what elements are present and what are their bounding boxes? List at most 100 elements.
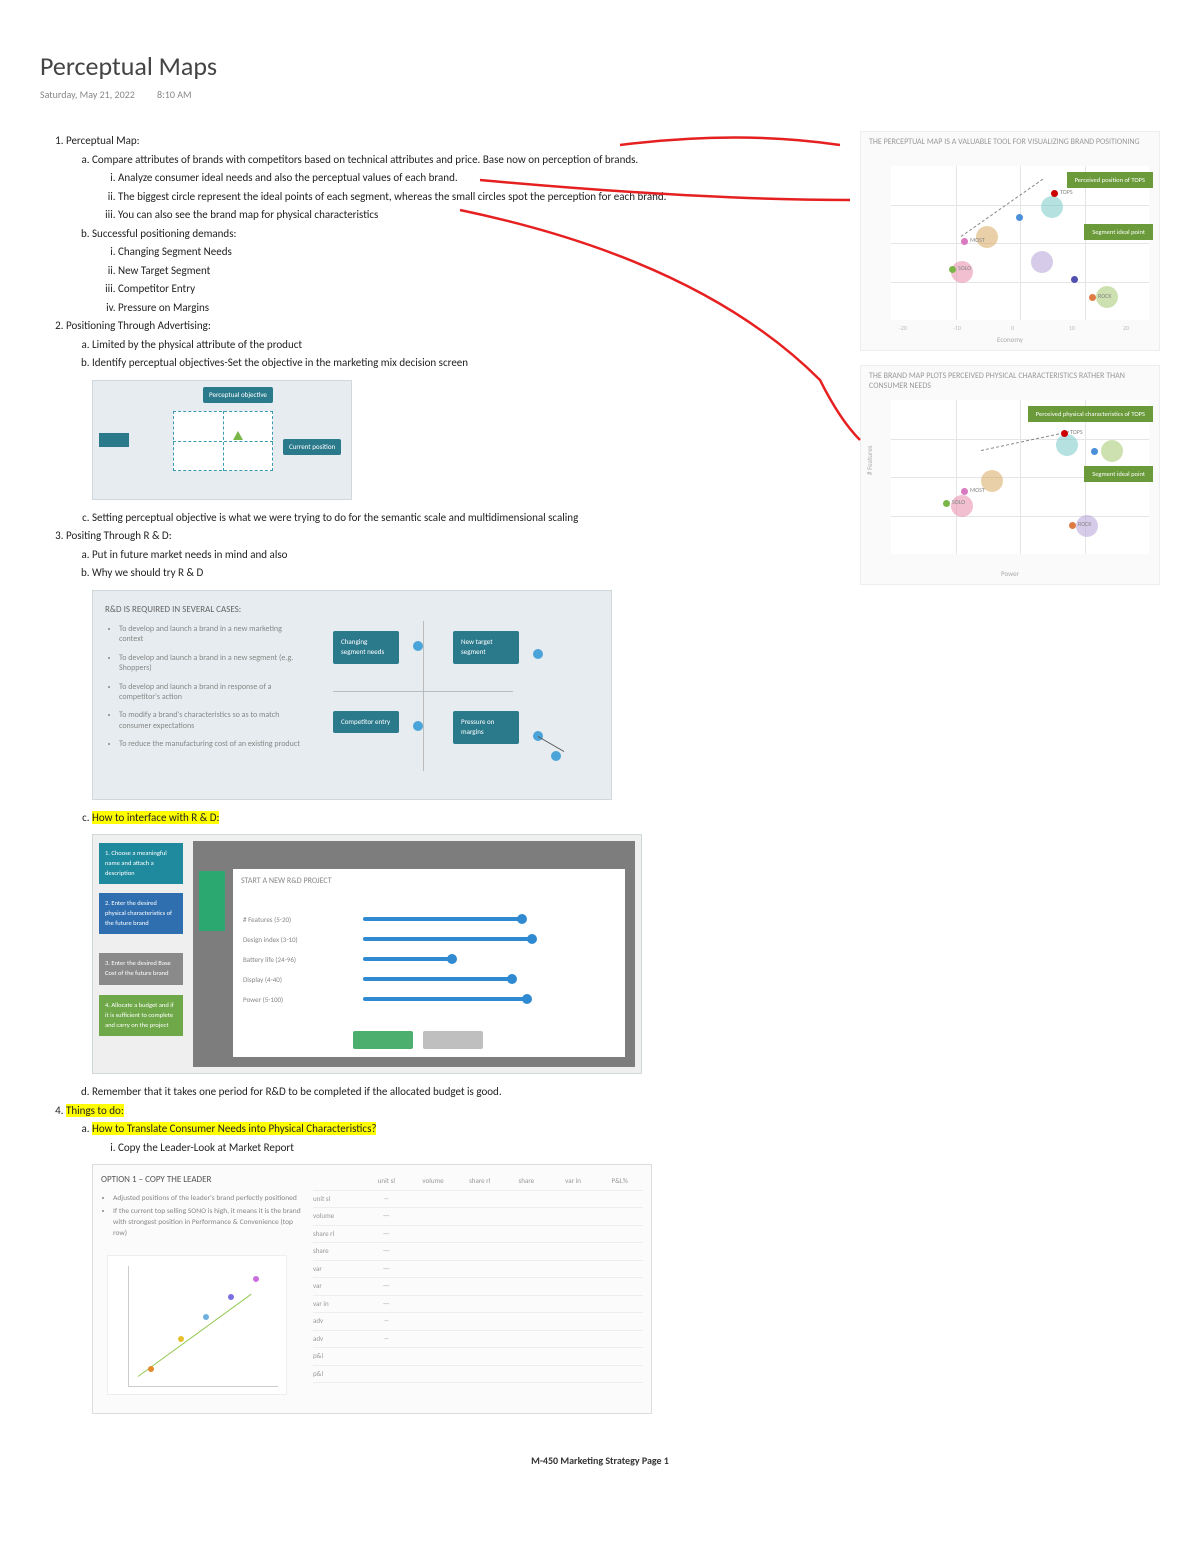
figure-positioning-objective: Perceptual objective Current position (92, 380, 352, 500)
figure-rd-cases: R&D IS REQUIRED IN SEVERAL CASES: To dev… (92, 590, 612, 800)
s4-a-text: How to Translate Consumer Needs into Phy… (92, 1122, 376, 1135)
section-3-title: Positing Through R & D: (66, 529, 172, 542)
fig-rd-list: To develop and launch a brand in a new m… (105, 624, 305, 750)
side1-t0: -20 (899, 324, 907, 332)
fig-rd-tag3: Pressure on margins (453, 711, 519, 744)
side2-ylabel: # Features (865, 445, 874, 475)
s3-b: Why we should try R & D (92, 565, 840, 582)
mr-point (148, 1366, 154, 1372)
if-field-2: Battery life (24-96) (243, 955, 296, 966)
section-3: Positing Through R & D: Put in future ma… (66, 528, 840, 1101)
mr-header: OPTION 1 – COPY THE LEADER (101, 1173, 301, 1187)
s1-a-text: Compare attributes of brands with compet… (92, 153, 638, 166)
mr-table: unit slvolumeshare rlsharevar inP&L%unit… (313, 1173, 643, 1405)
if-slider-2 (363, 957, 453, 961)
if-title: START A NEW R&D PROJECT (241, 875, 332, 887)
if-field-0: # Features (5-20) (243, 915, 291, 926)
s4-a: How to Translate Consumer Needs into Phy… (92, 1121, 840, 1156)
side2-legend1: Perceived physical characteristics of TO… (1028, 406, 1153, 422)
section-1-title: Perceptual Map: (66, 134, 140, 147)
segment-circle (1056, 434, 1078, 456)
if-field-1: Design index (3-10) (243, 935, 298, 946)
mr-b1: If the current top selling SONO is high,… (113, 1206, 301, 1240)
brand-point (1061, 430, 1068, 437)
if-tag-1: 2. Enter the desired physical characteri… (99, 893, 183, 934)
mr-b0: Adjusted positions of the leader's brand… (113, 1193, 301, 1204)
fig-rd-tag1: New target segment (453, 631, 519, 664)
brand-point (961, 238, 968, 245)
s1-a-ii: The biggest circle represent the ideal p… (118, 189, 840, 206)
if-panel: START A NEW R&D PROJECT # Features (5-20… (193, 841, 635, 1067)
brand-label: TOPS (1070, 428, 1083, 436)
figure-market-report: OPTION 1 – COPY THE LEADER Adjusted posi… (92, 1164, 652, 1414)
if-slider-1 (363, 937, 533, 941)
table-row: unit sl-- (313, 1191, 643, 1209)
figure-brand-map: THE BRAND MAP PLOTS PERCEIVED PHYSICAL C… (860, 365, 1160, 585)
if-slider-3 (363, 977, 513, 981)
brand-point (961, 488, 968, 495)
mr-xaxis (128, 1386, 278, 1387)
side1-legend2: Segment ideal point (1084, 224, 1153, 240)
brand-point (949, 266, 956, 273)
fig-rd-dot4 (551, 751, 561, 761)
table-row: share--- (313, 1243, 643, 1261)
meta-time: 8:10 AM (157, 88, 191, 101)
table-row: p&l (313, 1348, 643, 1366)
if-btn-go (353, 1031, 413, 1049)
fig-side-pill (99, 433, 129, 447)
mr-yaxis (128, 1266, 129, 1386)
s1-a-iii: You can also see the brand map for physi… (118, 207, 840, 224)
fig-rd-dot0 (413, 641, 423, 651)
table-row: var in--- (313, 1296, 643, 1314)
mr-point (253, 1276, 259, 1282)
table-row: var--- (313, 1278, 643, 1296)
side-column: THE PERCEPTUAL MAP IS A VALUABLE TOOL FO… (860, 131, 1160, 1424)
fig-rd-b1: To develop and launch a brand in a new s… (119, 653, 305, 674)
s1-b-i: Changing Segment Needs (118, 244, 840, 261)
brand-point (943, 500, 950, 507)
table-row: adv-- (313, 1313, 643, 1331)
fig-rd-b3: To modify a brand's characteristics so a… (119, 710, 305, 731)
s3-c: How to interface with R & D: (92, 810, 840, 827)
triangle-icon (233, 431, 243, 440)
brand-label: MOST (970, 486, 985, 494)
section-4: Things to do: How to Translate Consumer … (66, 1103, 840, 1415)
section-2-title: Positioning Through Advertising: (66, 319, 211, 332)
side2-caption: THE BRAND MAP PLOTS PERCEIVED PHYSICAL C… (861, 366, 1159, 397)
mr-left: OPTION 1 – COPY THE LEADER Adjusted posi… (101, 1173, 301, 1242)
figure-perceptual-map: THE PERCEPTUAL MAP IS A VALUABLE TOOL FO… (860, 131, 1160, 351)
fig-rd-dot2 (413, 721, 423, 731)
if-btn-cancel (423, 1031, 483, 1049)
side1-t4: 20 (1123, 324, 1129, 332)
fig-rd-tag2: Competitor entry (333, 711, 399, 734)
side1-dash (961, 179, 1043, 237)
s3-d: Remember that it takes one period for R&… (92, 1084, 840, 1101)
brand-point (1051, 190, 1058, 197)
if-field-4: Power (5-100) (243, 995, 283, 1006)
if-tag-0: 1. Choose a meaningful name and attach a… (99, 843, 183, 884)
if-panel-inner: START A NEW R&D PROJECT # Features (5-20… (233, 869, 625, 1057)
fig-rd-b4: To reduce the manufacturing cost of an e… (119, 739, 305, 749)
table-row: adv-- (313, 1331, 643, 1349)
s3-c-text: How to interface with R & D: (92, 811, 219, 824)
s1-a: Compare attributes of brands with compet… (92, 152, 840, 224)
fig-rd-header: R&D IS REQUIRED IN SEVERAL CASES: (105, 603, 599, 617)
brand-label: ROCK (1078, 520, 1092, 528)
brand-label: ROCK (1098, 292, 1112, 300)
page-meta: Saturday, May 21, 2022 8:10 AM (40, 88, 1160, 101)
side1-t2: 0 (1011, 324, 1014, 332)
s1-b: Successful positioning demands: Changing… (92, 226, 840, 317)
fig-rd-b0: To develop and launch a brand in a new m… (119, 624, 305, 645)
section-4-title: Things to do: (66, 1104, 124, 1117)
figure-rd-interface: 1. Choose a meaningful name and attach a… (92, 834, 642, 1074)
mr-point (228, 1294, 234, 1300)
s4-a-i: Copy the Leader-Look at Market Report (118, 1140, 840, 1157)
brand-point (1089, 294, 1096, 301)
table-row: p&l (313, 1366, 643, 1384)
side1-chart: TOPSMOSTSOLOROCK (891, 166, 1149, 320)
fig-tag-top: Perceptual objective (203, 387, 273, 404)
page-footer: M-450 Marketing Strategy Page 1 (40, 1454, 1160, 1467)
fig-rd-tag0: Changing segment needs (333, 631, 399, 664)
mr-point (203, 1314, 209, 1320)
table-row: var--- (313, 1261, 643, 1279)
